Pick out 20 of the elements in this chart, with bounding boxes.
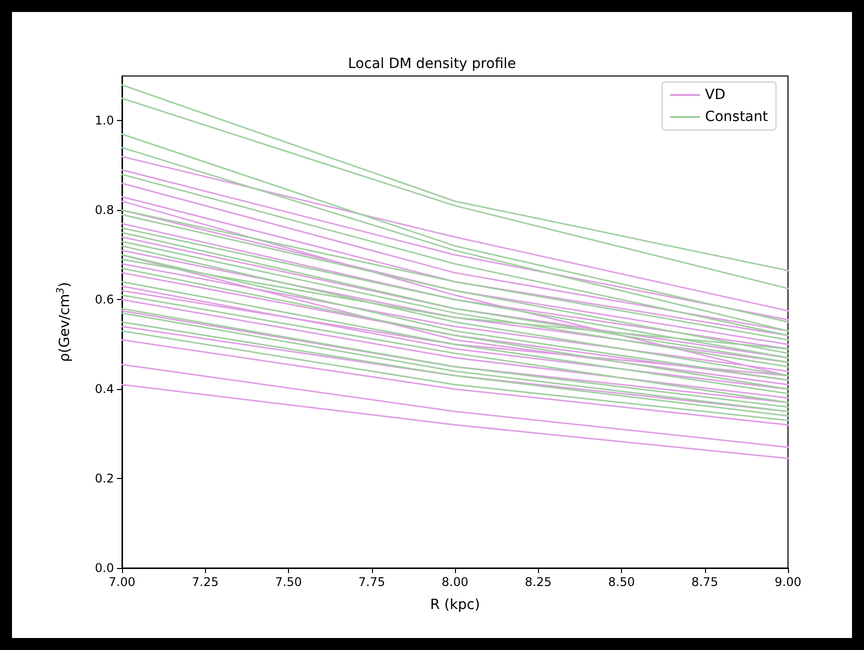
y-tick-label: 0.0 [94, 561, 114, 575]
y-tick-label: 0.4 [94, 382, 114, 396]
x-tick-label: 8.75 [691, 575, 718, 589]
y-tick-label: 0.8 [94, 203, 114, 218]
x-tick-label: 8.50 [608, 575, 635, 589]
y-tick-label: 1.0 [94, 114, 114, 128]
legend-label: VD [705, 87, 726, 103]
x-axis-title: R (kpc) [430, 597, 480, 613]
y-axis-title: ρ(Gev/cm3) [56, 282, 73, 362]
x-tick-label: 8.00 [442, 575, 468, 589]
x-tick-label: 7.75 [358, 575, 386, 589]
chart-title: Local DM density profile [348, 56, 516, 72]
x-tick-label: 8.25 [524, 575, 552, 589]
y-tick-label: 0.2 [94, 472, 114, 486]
x-tick-label: 9.00 [774, 575, 802, 589]
x-tick-label: 7.25 [192, 575, 219, 589]
legend-label: Constant [705, 109, 769, 125]
x-tick-label: 7.50 [275, 575, 302, 589]
y-tick-label: 0.6 [94, 292, 114, 307]
x-tick-label: 7.00 [108, 575, 136, 589]
